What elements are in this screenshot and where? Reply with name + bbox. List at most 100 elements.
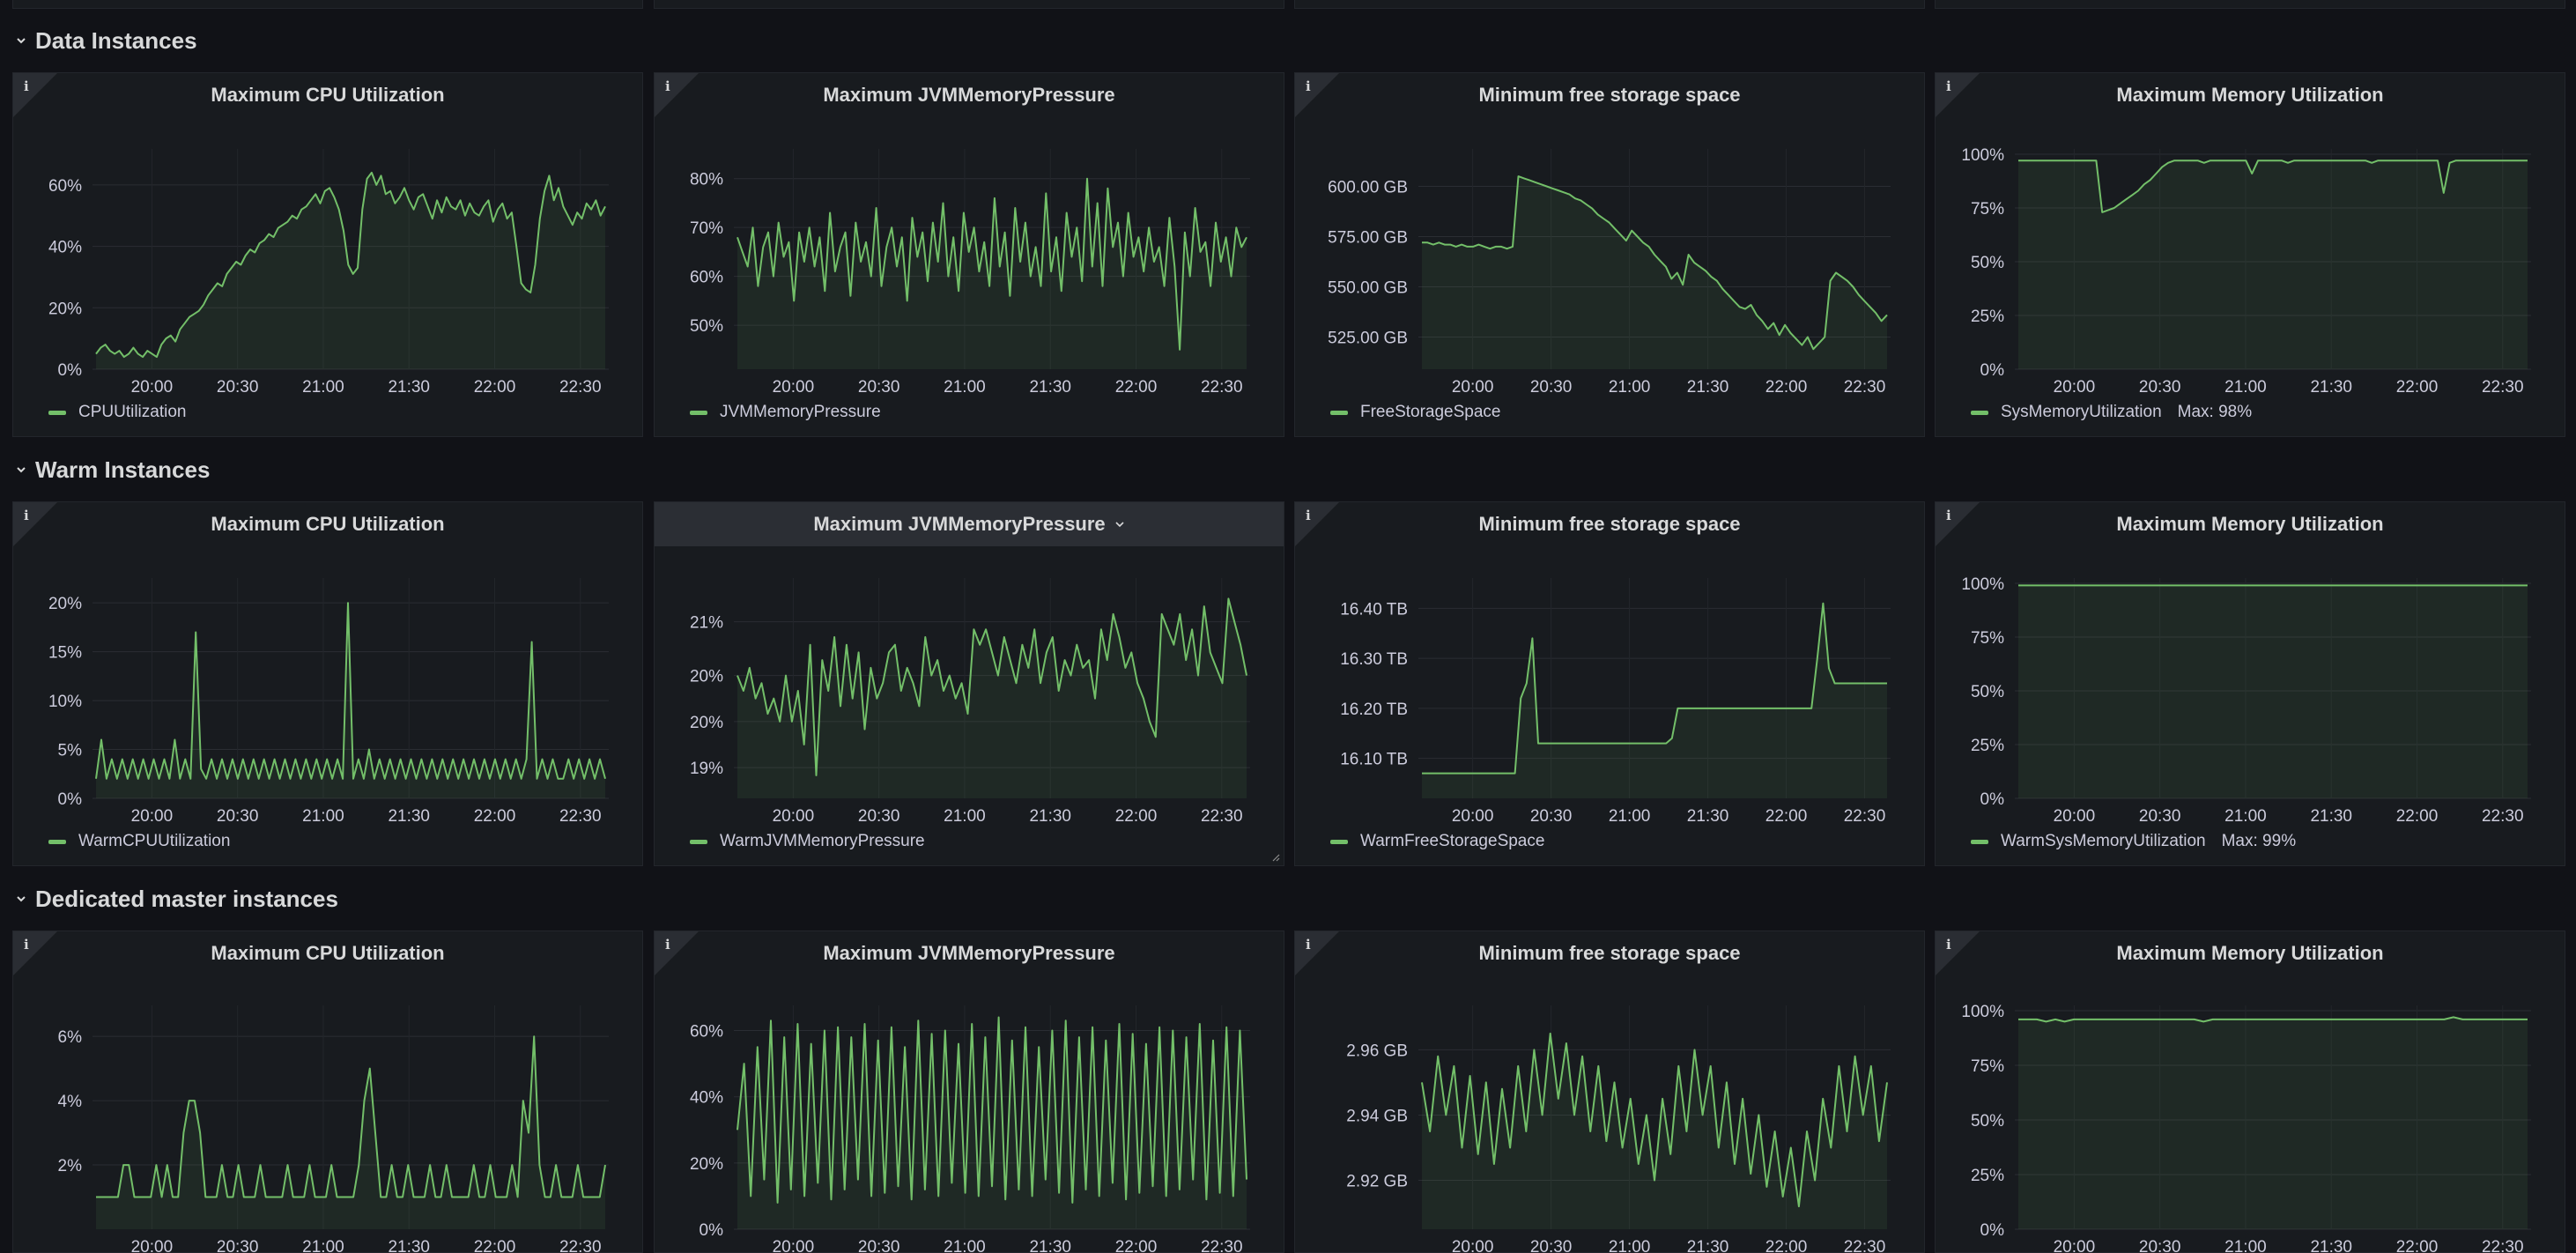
panel-legend[interactable]: WarmFreeStorageSpace — [1330, 832, 1544, 851]
panel-3-row-3[interactable]: i Minimum free storage space 2.92 GB 2.94 G… — [1294, 930, 1925, 1253]
timeseries-chart[interactable]: 0% 20% 40% 60% 20:00 20:30 21:00 21:30 22:00 22:3… — [13, 73, 643, 437]
series-line[interactable] — [737, 1016, 1247, 1204]
x-tick-label: 21:30 — [2310, 378, 2352, 397]
panel-title[interactable]: Maximum JVMMemoryPressure — [655, 502, 1284, 546]
timeseries-chart[interactable]: 0% 25% 50% 75% 100% 20:00 20:30 21:00 21:30 22:00… — [1936, 73, 2565, 437]
panel-2-row-3[interactable]: i Maximum JVMMemoryPressure 0% 20% 40% 60% 20:… — [654, 930, 1284, 1253]
series-line[interactable] — [96, 1035, 606, 1198]
series-line[interactable] — [737, 177, 1247, 351]
series-line[interactable] — [2018, 159, 2528, 213]
panel-title[interactable]: Maximum CPU Utilization — [13, 73, 642, 117]
panel-legend[interactable]: CPUUtilization — [48, 403, 186, 422]
panel-title[interactable]: Maximum Memory Utilization — [1936, 502, 2565, 546]
timeseries-chart[interactable]: 0% 20% 40% 60% 20:00 20:30 21:00 21:30 22:00 22:3… — [655, 931, 1284, 1253]
panel-4-row-3[interactable]: i Maximum Memory Utilization 0% 25% 50% 75% 10… — [1935, 930, 2565, 1253]
panel-3-row-1[interactable]: i Minimum free storage space FreeStorageSp… — [1294, 72, 1925, 437]
panel-legend[interactable]: WarmJVMMemoryPressure — [690, 832, 925, 851]
panel-1-row-3[interactable]: i Maximum CPU Utilization 2% 4% 6% 20:00 20:30… — [12, 930, 643, 1253]
timeseries-chart[interactable]: 2.92 GB 2.94 GB 2.96 GB 20:00 20:30 21:00 21:3… — [1295, 931, 1925, 1253]
panel-2-row-1[interactable]: i Maximum JVMMemoryPressure JVMMemoryPress… — [654, 72, 1284, 437]
legend-series-name[interactable]: WarmJVMMemoryPressure — [720, 832, 925, 850]
panel-3-row-2[interactable]: i Minimum free storage space WarmFreeStora… — [1294, 501, 1925, 866]
legend-series-name[interactable]: WarmSysMemoryUtilization — [2001, 832, 2206, 850]
panel-title[interactable]: Minimum free storage space — [1295, 931, 1924, 975]
series-line[interactable] — [2018, 1016, 2528, 1023]
legend-swatch — [1330, 839, 1348, 844]
panel-title[interactable]: Maximum JVMMemoryPressure — [655, 73, 1284, 117]
y-tick-label: 50% — [1971, 1112, 2004, 1131]
timeseries-chart[interactable]: 50% 60% 70% 80% 20:00 20:30 21:00 21:30 22:00 22:… — [655, 73, 1284, 437]
panel-title-text: Maximum JVMMemoryPressure — [813, 513, 1106, 535]
info-icon[interactable]: i — [665, 78, 670, 94]
row-header-data-instances[interactable]: Data Instances — [0, 21, 2576, 60]
legend-series-name[interactable]: WarmCPUUtilization — [78, 832, 231, 850]
chevron-down-icon[interactable] — [1114, 519, 1125, 530]
x-tick-label: 20:30 — [858, 807, 900, 826]
timeseries-chart[interactable]: 19% 20% 20% 21% 20:00 20:30 21:00 21:30 22:00 22:… — [655, 502, 1284, 866]
info-icon[interactable]: i — [24, 78, 29, 94]
x-tick-label: 22:00 — [1765, 378, 1808, 397]
info-icon[interactable]: i — [1306, 508, 1311, 523]
x-tick-label: 22:00 — [1115, 1238, 1158, 1253]
x-tick-label: 21:30 — [1687, 378, 1729, 397]
panel-legend[interactable]: WarmCPUUtilization — [48, 832, 230, 851]
info-icon[interactable]: i — [24, 937, 29, 953]
panel-title[interactable]: Minimum free storage space — [1295, 73, 1924, 117]
timeseries-chart[interactable]: 16.10 TB 16.20 TB 16.30 TB 16.40 TB 20:00 20:… — [1295, 502, 1925, 866]
y-tick-label: 60% — [48, 177, 82, 196]
info-icon[interactable]: i — [665, 937, 670, 953]
resize-handle-icon[interactable] — [1271, 853, 1280, 862]
timeseries-chart[interactable]: 0% 5% 10% 15% 20% 20:00 20:30 21:00 21:30 22:00 22… — [13, 502, 643, 866]
row-header-warm-instances[interactable]: Warm Instances — [0, 450, 2576, 489]
timeseries-chart[interactable]: 2% 4% 6% 20:00 20:30 21:00 21:30 22:00 22:30 — [13, 931, 643, 1253]
legend-series-name[interactable]: WarmFreeStorageSpace — [1360, 832, 1545, 850]
panel-title[interactable]: Maximum Memory Utilization — [1936, 73, 2565, 117]
series-line[interactable] — [1422, 175, 1888, 351]
panel-title[interactable]: Maximum CPU Utilization — [13, 502, 642, 546]
panel-1-row-1[interactable]: i Maximum CPU Utilization CPUUtilization 0%… — [12, 72, 643, 437]
panel-title[interactable]: Maximum CPU Utilization — [13, 931, 642, 975]
x-tick-label: 20:00 — [2054, 1238, 2096, 1253]
x-tick-label: 20:30 — [217, 807, 259, 826]
legend-series-name[interactable]: SysMemoryUtilization — [2001, 403, 2162, 421]
series-line[interactable] — [737, 597, 1247, 776]
timeseries-chart[interactable]: 0% 25% 50% 75% 100% 20:00 20:30 21:00 21:30 22:00… — [1936, 502, 2565, 866]
info-icon[interactable]: i — [1946, 78, 1951, 94]
panel-4-row-1[interactable]: i Maximum Memory Utilization SysMemoryUtil… — [1935, 72, 2565, 437]
panel-legend[interactable]: JVMMemoryPressure — [690, 403, 881, 422]
info-icon[interactable]: i — [1306, 78, 1311, 94]
timeseries-chart[interactable]: 525.00 GB 550.00 GB 575.00 GB 600.00 GB 20:0… — [1295, 73, 1925, 437]
panel-info-corner — [13, 931, 57, 975]
legend-series-name[interactable]: CPUUtilization — [78, 403, 187, 421]
series-line[interactable] — [95, 602, 606, 780]
panel-title[interactable]: Maximum Memory Utilization — [1936, 931, 2565, 975]
x-tick-label: 20:00 — [1452, 807, 1494, 826]
x-tick-label: 20:00 — [2054, 378, 2096, 397]
panel-legend[interactable]: WarmSysMemoryUtilization Max: 99% — [1971, 832, 2296, 851]
series-line[interactable] — [1422, 602, 1887, 775]
panel-info-corner — [1936, 502, 1980, 546]
x-tick-label: 22:00 — [1765, 807, 1808, 826]
y-tick-label: 600.00 GB — [1328, 178, 1408, 196]
info-icon[interactable]: i — [24, 508, 29, 523]
panel-4-row-2[interactable]: i Maximum Memory Utilization WarmSysMemory… — [1935, 501, 2565, 866]
panel-1-row-2[interactable]: i Maximum CPU Utilization WarmCPUUtilizati… — [12, 501, 643, 866]
legend-series-name[interactable]: JVMMemoryPressure — [720, 403, 881, 421]
series-line[interactable] — [95, 171, 606, 359]
panel-partial — [1294, 0, 1925, 9]
y-tick-label: 50% — [1971, 254, 2004, 272]
timeseries-chart[interactable]: 0% 25% 50% 75% 100% 20:00 20:30 21:00 21:30 22:00… — [1936, 931, 2565, 1253]
row-header-dedicated-master-instances[interactable]: Dedicated master instances — [0, 879, 2576, 918]
panel-legend[interactable]: SysMemoryUtilization Max: 98% — [1971, 403, 2252, 422]
panel-info-corner — [655, 73, 699, 117]
chevron-down-icon — [17, 467, 26, 473]
panel-title[interactable]: Maximum JVMMemoryPressure — [655, 931, 1284, 975]
panel-legend[interactable]: FreeStorageSpace — [1330, 403, 1501, 422]
info-icon[interactable]: i — [1306, 937, 1311, 953]
panel-title[interactable]: Minimum free storage space — [1295, 502, 1924, 546]
legend-series-name[interactable]: FreeStorageSpace — [1360, 403, 1501, 421]
series-line[interactable] — [1421, 1032, 1888, 1208]
info-icon[interactable]: i — [1946, 508, 1951, 523]
info-icon[interactable]: i — [1946, 937, 1951, 953]
